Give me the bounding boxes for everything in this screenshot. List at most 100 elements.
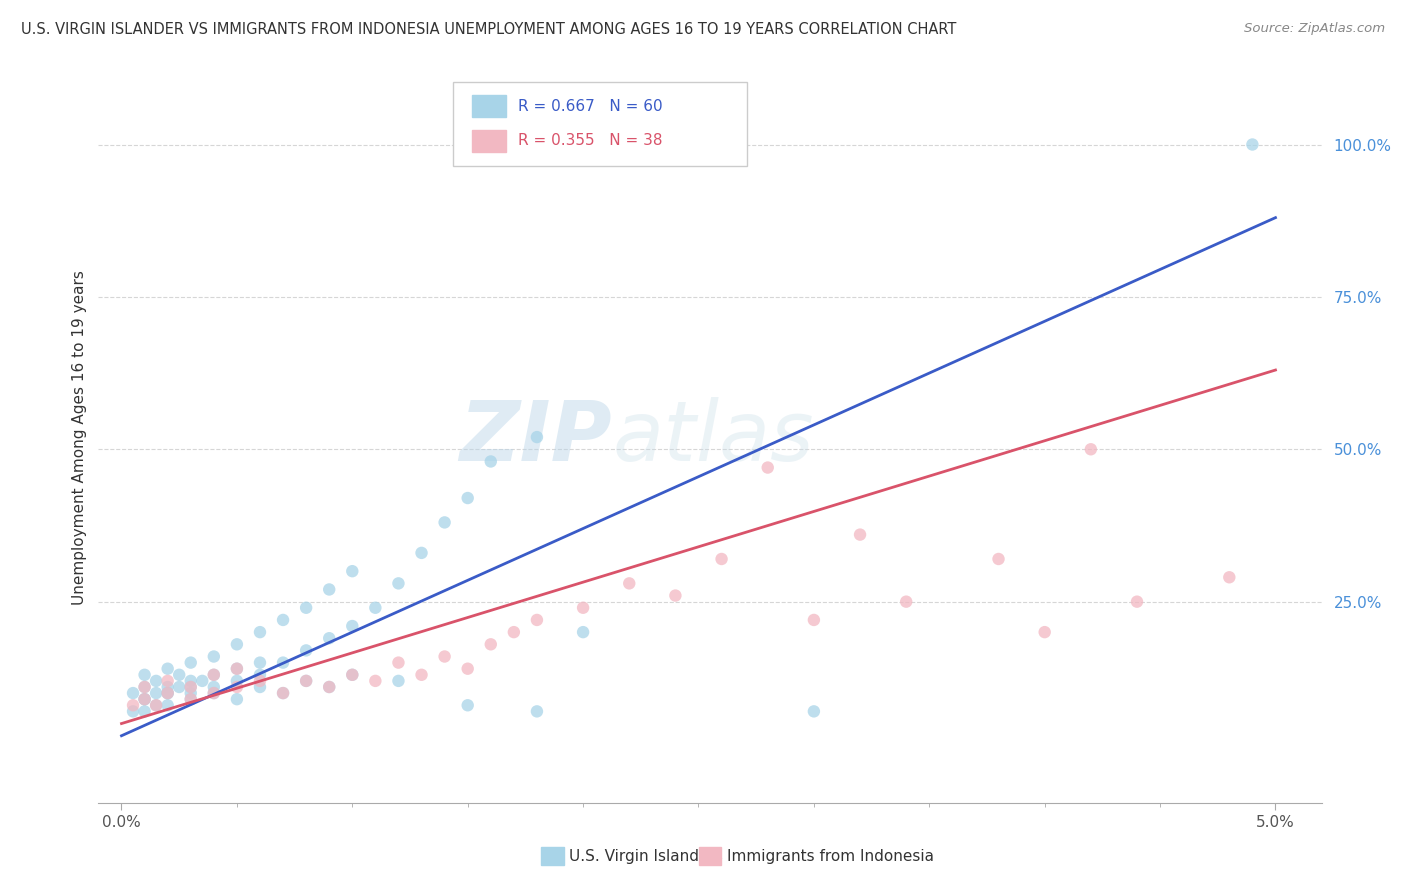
Point (526, 430, 548, 444)
Point (156, 673, 179, 688)
Text: Immigrants from Indonesia: Immigrants from Indonesia (727, 849, 934, 863)
Point (134, 667, 156, 681)
Point (225, 692, 247, 706)
FancyBboxPatch shape (471, 130, 506, 152)
Point (225, 662, 247, 676)
Point (202, 667, 225, 681)
Point (249, 667, 271, 681)
Point (433, 516, 456, 530)
Point (271, 686, 294, 700)
Point (457, 662, 479, 676)
Text: R = 0.355   N = 38: R = 0.355 N = 38 (517, 133, 662, 148)
Point (156, 686, 179, 700)
Point (987, 552, 1010, 566)
Point (180, 680, 202, 694)
FancyBboxPatch shape (471, 95, 506, 118)
Point (145, 698, 167, 713)
Point (295, 643, 318, 657)
Point (849, 527, 872, 541)
Point (145, 698, 167, 713)
Point (1218, 570, 1240, 584)
Point (249, 673, 271, 688)
Point (387, 656, 409, 670)
Point (457, 491, 479, 505)
Point (134, 692, 156, 706)
Point (387, 576, 409, 591)
Point (249, 680, 271, 694)
Text: U.S. Virgin Islanders: U.S. Virgin Islanders (569, 849, 723, 863)
Point (318, 582, 340, 597)
Point (411, 667, 433, 681)
Point (803, 613, 825, 627)
Text: ZIP: ZIP (460, 397, 612, 477)
Point (1033, 625, 1056, 640)
Point (191, 673, 214, 688)
Text: Source: ZipAtlas.com: Source: ZipAtlas.com (1244, 22, 1385, 36)
Point (710, 552, 733, 566)
Point (180, 686, 202, 700)
Point (225, 662, 247, 676)
FancyBboxPatch shape (453, 82, 747, 167)
Point (342, 667, 364, 681)
Point (342, 619, 364, 633)
Point (387, 673, 409, 688)
Point (572, 600, 595, 615)
Point (134, 680, 156, 694)
Point (295, 673, 318, 688)
Point (202, 667, 225, 681)
Point (202, 686, 225, 700)
Point (202, 686, 225, 700)
Point (526, 613, 548, 627)
Point (134, 692, 156, 706)
Point (225, 673, 247, 688)
Point (411, 546, 433, 560)
Point (122, 686, 145, 700)
Point (180, 692, 202, 706)
Point (167, 667, 190, 681)
Point (318, 680, 340, 694)
Point (145, 673, 167, 688)
Point (756, 460, 779, 475)
Point (249, 625, 271, 640)
Point (479, 454, 502, 468)
Point (156, 686, 179, 700)
Point (664, 589, 686, 603)
Point (896, 594, 918, 608)
Point (134, 680, 156, 694)
Point (180, 692, 202, 706)
Point (318, 680, 340, 694)
Point (145, 686, 167, 700)
Point (342, 667, 364, 681)
Point (295, 673, 318, 688)
Point (122, 698, 145, 713)
Point (433, 649, 456, 664)
Point (225, 637, 247, 651)
Point (526, 705, 548, 719)
Point (156, 662, 179, 676)
Point (156, 686, 179, 700)
Point (364, 673, 387, 688)
Point (167, 680, 190, 694)
Point (479, 637, 502, 651)
Point (180, 680, 202, 694)
Point (271, 613, 294, 627)
Text: atlas: atlas (612, 397, 814, 477)
Point (271, 656, 294, 670)
Point (1126, 594, 1149, 608)
Point (572, 625, 595, 640)
Point (122, 705, 145, 719)
Point (180, 673, 202, 688)
Point (202, 680, 225, 694)
Point (134, 692, 156, 706)
Point (1080, 442, 1102, 457)
Point (156, 680, 179, 694)
Point (134, 705, 156, 719)
Point (225, 680, 247, 694)
Point (271, 686, 294, 700)
Point (180, 656, 202, 670)
Point (457, 698, 479, 713)
Point (295, 600, 318, 615)
Text: R = 0.667   N = 60: R = 0.667 N = 60 (517, 99, 662, 114)
Point (502, 625, 524, 640)
Point (1241, 137, 1264, 152)
